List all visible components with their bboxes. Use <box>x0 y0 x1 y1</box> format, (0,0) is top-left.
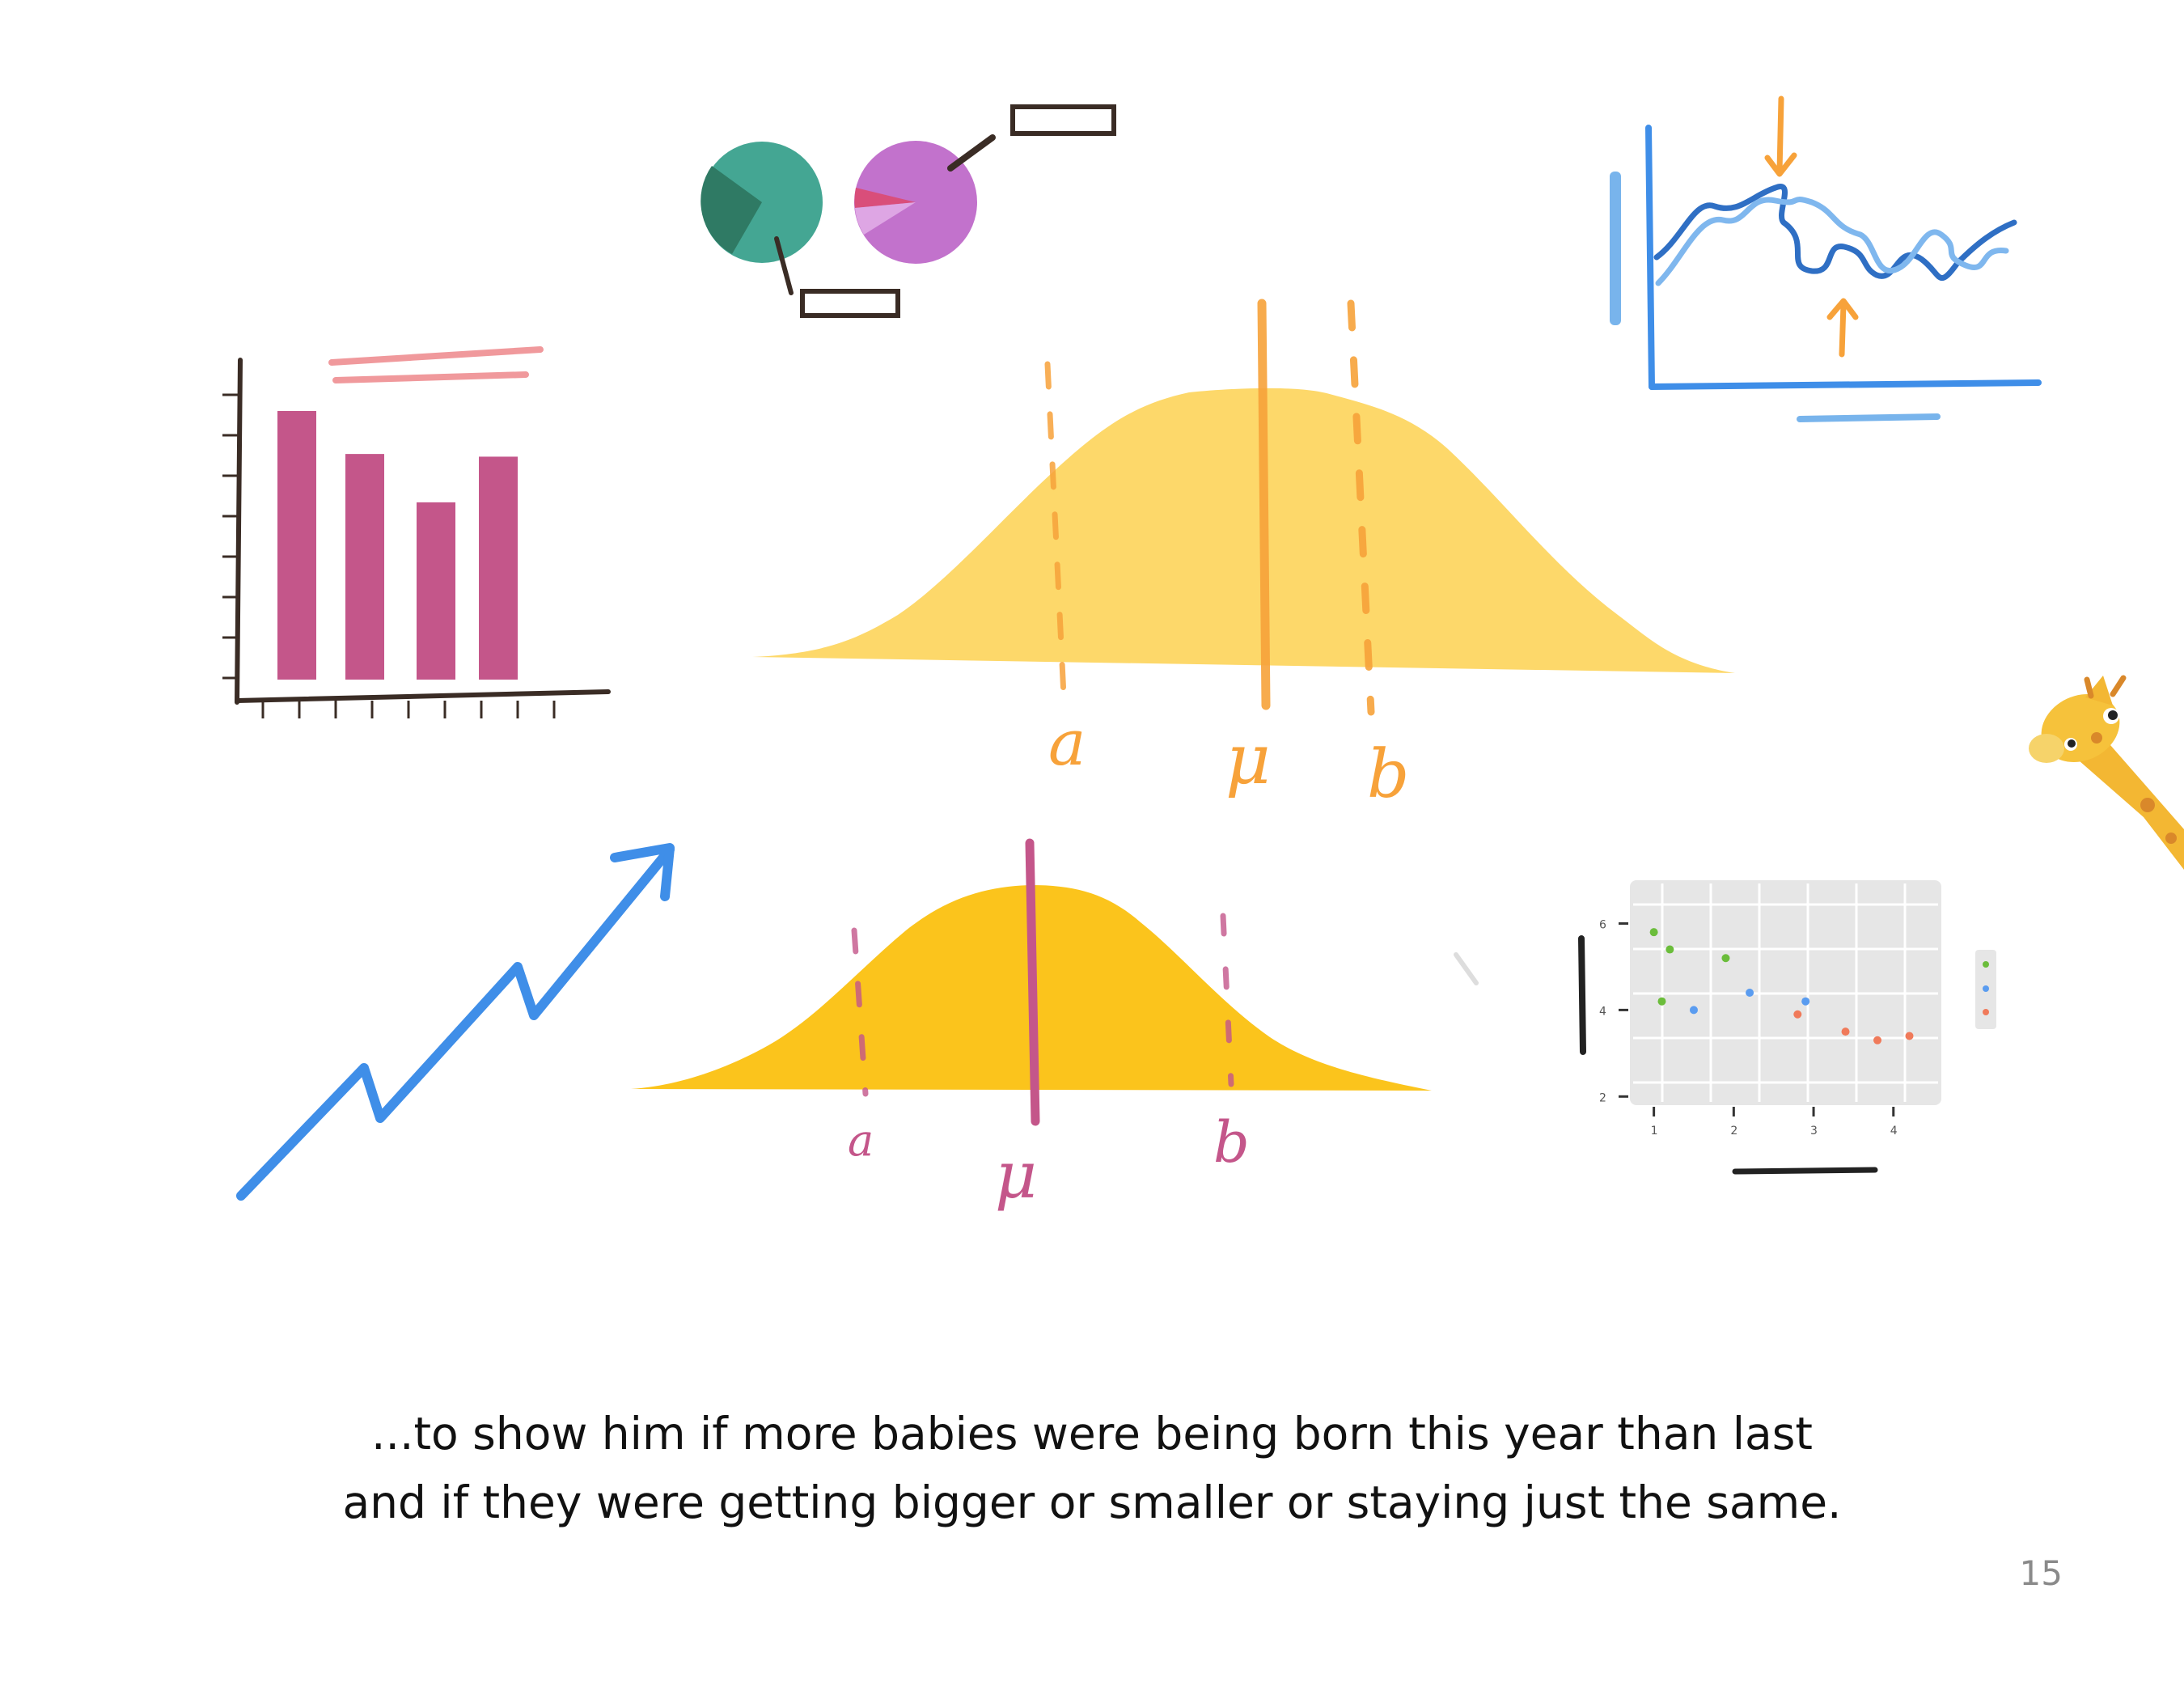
bar-chart-bars <box>277 411 518 680</box>
line-chart-x-label-stroke <box>1797 413 1941 422</box>
giraffe-snout <box>2029 734 2064 763</box>
line-chart-x-axis <box>1649 379 2042 390</box>
scatter-x-tick-label: 1 <box>1651 1125 1658 1138</box>
big-curve-label-a: a <box>1048 707 1086 780</box>
small-bell-curve: a μ b <box>631 838 1432 1213</box>
giraffe-neck-spot <box>2140 798 2155 812</box>
bar <box>479 456 518 680</box>
caption-line-2: and if they were getting bigger or small… <box>342 1477 1842 1528</box>
small-curve-mean-line <box>1025 838 1040 1126</box>
big-curve-mean-line <box>1257 299 1271 710</box>
giraffe-neck-spot-2 <box>2165 833 2177 844</box>
big-curve-label-mu: μ <box>1225 719 1271 800</box>
pie-slice-purple-red <box>854 188 916 208</box>
pie-green-leader-line <box>774 236 794 295</box>
line-chart-y-axis <box>1645 125 1655 390</box>
scatter-plot-y-ticks: 6 4 2 <box>1599 918 1628 1104</box>
page-number: 15 <box>2019 1553 2063 1593</box>
scatter-x-tick-label: 4 <box>1890 1125 1898 1138</box>
scatter-legend-dot-orange <box>1983 1009 1989 1015</box>
giraffe-pupil-right <box>2108 710 2118 720</box>
bar <box>345 454 384 680</box>
scatter-point <box>1666 945 1674 954</box>
pie-slice-purple-light <box>855 202 916 235</box>
line-series-dark <box>1653 184 2017 281</box>
line-chart-doodle <box>1610 95 2042 422</box>
scatter-point <box>1649 928 1658 937</box>
trend-arrow-line <box>236 845 675 1201</box>
arrow-down-icon <box>1764 95 1797 177</box>
scatter-y-tick-label: 4 <box>1599 1005 1606 1018</box>
small-curve-label-mu: μ <box>995 1138 1037 1213</box>
scatter-point <box>1801 997 1810 1006</box>
scatter-point <box>1657 997 1666 1006</box>
giraffe-illustration <box>2029 675 2184 870</box>
pie-purple-label-box <box>1010 104 1116 136</box>
pie-purple-leader-line <box>947 134 996 172</box>
small-curve-label-b: b <box>1213 1109 1250 1176</box>
story-caption: ...to show him if more babies were being… <box>0 1400 2184 1537</box>
trend-arrow-doodle <box>236 843 675 1201</box>
bar-chart-y-axis <box>235 358 243 705</box>
scatter-plot-grid <box>1633 883 1938 1102</box>
bar-chart-doodle <box>222 346 611 718</box>
line-chart-y-label-stroke <box>1610 172 1621 325</box>
scatter-legend-dot-green <box>1983 961 1989 968</box>
bar <box>417 502 455 680</box>
big-curve-area <box>752 388 1735 673</box>
pencil-smudge <box>1454 952 1479 985</box>
scatter-point <box>1905 1032 1914 1040</box>
bar <box>277 411 316 680</box>
giraffe-horn-right <box>2110 675 2127 697</box>
bar-chart-x-axis <box>235 689 611 703</box>
scatter-point <box>1873 1036 1882 1044</box>
pie-slice-green-dark <box>700 166 762 254</box>
big-curve-left-bound <box>1044 361 1067 699</box>
big-curve-right-bound <box>1347 299 1375 716</box>
scatter-x-tick-label: 2 <box>1730 1125 1737 1138</box>
scatter-y-label-stroke <box>1578 935 1586 1055</box>
scatter-x-tick-label: 3 <box>1810 1125 1818 1138</box>
scatter-point <box>1841 1027 1850 1036</box>
bar-chart-y-ticks <box>222 393 238 680</box>
giraffe-head-spot <box>2091 732 2102 744</box>
scatter-plot-doodle: 6 4 2 1 2 3 4 <box>1578 880 1996 1175</box>
bar-chart-subtitle-stroke <box>332 371 529 383</box>
scatter-point <box>1793 1010 1802 1019</box>
scatter-plot-x-ticks: 1 2 3 4 <box>1651 1107 1898 1138</box>
pie-charts-doodle <box>700 104 1116 318</box>
big-bell-curve: a μ b <box>752 299 1735 813</box>
line-series-light <box>1655 196 2009 286</box>
scatter-point <box>1689 1006 1698 1015</box>
big-curve-label-b: b <box>1367 736 1410 813</box>
scatter-legend-dot-blue <box>1983 985 1989 992</box>
scatter-point <box>1721 954 1730 963</box>
scatter-y-tick-label: 6 <box>1599 918 1606 931</box>
giraffe-pupil-left <box>2068 739 2076 748</box>
giraffe-neck <box>2079 732 2184 870</box>
giraffe-horn-left <box>2084 676 2094 699</box>
scatter-y-tick-label: 2 <box>1599 1091 1606 1104</box>
trend-arrow-head <box>610 843 675 901</box>
scatter-x-label-stroke <box>1732 1167 1878 1175</box>
bar-chart-title-stroke <box>328 346 544 366</box>
small-curve-label-a: a <box>848 1115 874 1166</box>
scatter-plot-points <box>1649 928 1914 1044</box>
bar-chart-x-ticks <box>261 701 556 718</box>
caption-line-1: ...to show him if more babies were being… <box>371 1408 1813 1460</box>
scatter-point <box>1746 989 1754 997</box>
arrow-up-icon <box>1826 298 1859 358</box>
pie-green-label-box <box>800 289 900 318</box>
